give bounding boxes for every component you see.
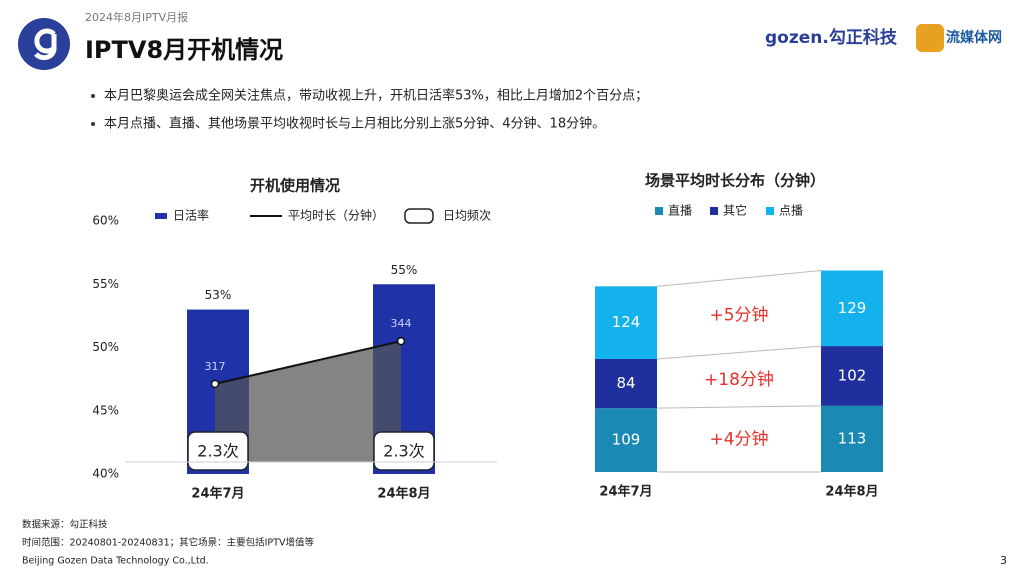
connector [656,405,822,409]
y-tick-label: 40% [92,467,119,481]
annotation: +5分钟 [709,305,768,325]
legend-label: 其它 [723,203,747,218]
value-label: 129 [838,299,867,317]
connector [656,345,822,360]
legend-swatch [766,207,774,215]
bullet: 本月巴黎奥运会成全网关注焦点，带动收视上升，开机日活率53%，相比上月增加2个百… [104,88,648,104]
line-point [210,379,220,389]
x-tick-label: 24年7月 [191,486,244,502]
frequency-box [373,431,435,471]
y-tick-label: 55% [92,277,119,291]
legend-label: 直播 [668,204,692,218]
x-tick-label: 24年8月 [377,486,430,502]
legend-label: 点播 [779,204,803,218]
chart-title: 场景平均时长分布（分钟） [645,172,825,190]
frequency-label: 2.3次 [383,442,424,461]
source: 数据来源：勾正科技 [22,519,108,531]
page-number: 3 [1000,554,1007,567]
value-label: 102 [838,366,867,384]
line-area [215,341,401,462]
brand-logo: 流媒体网 [946,29,1002,46]
line-value-label: 344 [391,317,412,330]
value-label: 55% [391,263,418,277]
bullet: 本月点播、直播、其他场景平均收视时长与上月相比分别上涨5分钟、4分钟、18分钟。 [104,116,605,132]
legend-label: 平均时长（分钟） [288,208,384,223]
value-label: 84 [616,374,635,392]
brand-logo: gozen.勾正科技 [765,27,898,48]
connector [656,270,822,287]
frequency-label: 2.3次 [197,442,238,461]
y-tick-label: 45% [92,403,119,417]
time-range: 时间范围：20240801-20240831；其它场景：主要包括IPTV增值等 [22,537,314,549]
x-tick-label: 24年8月 [825,484,878,500]
value-label: 109 [612,431,641,449]
value-label: 113 [838,429,867,447]
y-tick-label: 60% [92,214,119,228]
bar-segment [595,358,657,409]
logo-mark [18,18,70,70]
x-tick-label: 24年7月 [599,484,652,500]
line-point [396,336,406,346]
legend-swatch [655,207,663,215]
report-name: 2024年8月IPTV月报 [85,10,188,24]
company: Beijing Gozen Data Technology Co.,Ltd. [22,556,209,567]
y-tick-label: 50% [92,340,119,354]
annotation: +18分钟 [704,370,774,390]
annotation: +4分钟 [709,429,768,449]
legend-label: 日均频次 [443,209,491,223]
slide-title: IPTV8月开机情况 [85,36,283,64]
bar-segment [821,346,883,406]
chart-title: 开机使用情况 [250,177,340,195]
bar-segment [595,408,657,472]
legend-label: 日活率 [173,208,209,223]
value-label: 124 [612,313,641,331]
line [214,340,402,385]
legend-swatch [155,213,167,219]
frequency-box [187,431,249,471]
brand-icon [916,24,944,52]
legend-swatch [404,208,434,224]
bullet-dot [91,122,95,126]
bullet-dot [91,94,95,98]
bar-segment [821,405,883,472]
logo-glyph [34,28,57,61]
line-value-label: 317 [205,360,226,373]
bar-segment [821,270,883,347]
legend-swatch [710,207,718,215]
bar-segment [595,286,657,359]
value-label: 53% [205,288,232,302]
